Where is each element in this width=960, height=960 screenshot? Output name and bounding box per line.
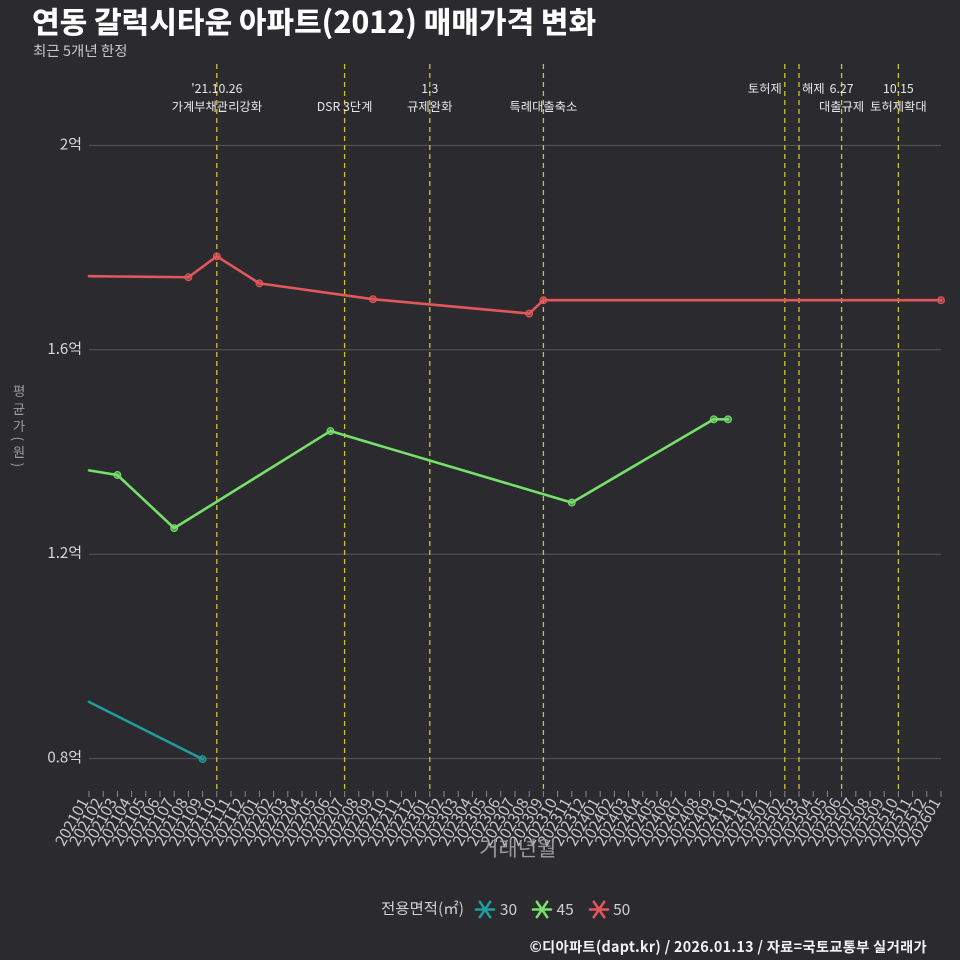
svg-text:1.6억: 1.6억 (47, 338, 82, 359)
svg-text:토허제확대: 토허제확대 (870, 97, 927, 115)
svg-text:2억: 2억 (60, 133, 82, 154)
svg-text:대출규제: 대출규제 (819, 97, 864, 115)
svg-text:DSR 3단계: DSR 3단계 (317, 97, 373, 115)
svg-text:해제: 해제 (802, 79, 825, 97)
svg-text:특례대출축소: 특례대출축소 (509, 97, 577, 115)
svg-text:6.27: 6.27 (830, 79, 854, 97)
svg-text:'21.10.26: '21.10.26 (191, 79, 242, 97)
svg-text:가계부채관리강화: 가계부채관리강화 (172, 97, 263, 115)
svg-text:토허제: 토허제 (748, 79, 782, 97)
svg-text:규제완화: 규제완화 (407, 97, 452, 115)
svg-text:1.2억: 1.2억 (47, 542, 82, 563)
svg-text:0.8억: 0.8억 (47, 747, 82, 768)
svg-text:1.3: 1.3 (421, 79, 438, 97)
svg-text:10.15: 10.15 (883, 79, 914, 97)
